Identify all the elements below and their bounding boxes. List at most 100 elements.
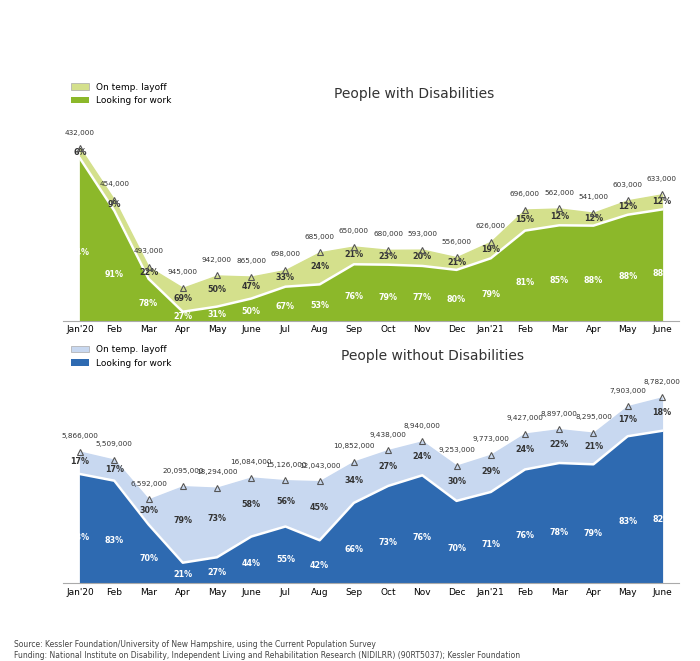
Text: 12,043,000: 12,043,000 — [299, 463, 340, 469]
Text: 27%: 27% — [379, 461, 398, 471]
Text: 33%: 33% — [276, 273, 295, 282]
Text: 454,000: 454,000 — [99, 181, 130, 187]
Text: People without Disabilities: People without Disabilities — [341, 349, 524, 363]
Text: 66%: 66% — [344, 545, 363, 554]
Text: 680,000: 680,000 — [373, 231, 403, 237]
Text: 8,295,000: 8,295,000 — [575, 414, 612, 420]
Text: 7,903,000: 7,903,000 — [609, 387, 646, 394]
Text: 30%: 30% — [447, 477, 466, 486]
Text: 556,000: 556,000 — [442, 239, 472, 245]
Text: 603,000: 603,000 — [612, 182, 643, 188]
Text: 17%: 17% — [71, 457, 90, 466]
Text: 685,000: 685,000 — [304, 234, 335, 240]
Text: 42%: 42% — [310, 561, 329, 570]
Text: 5,509,000: 5,509,000 — [96, 442, 133, 447]
Text: 5,866,000: 5,866,000 — [62, 433, 99, 440]
Text: People with Disabilities: People with Disabilities — [334, 87, 494, 100]
Text: Source: Kessler Foundation/University of New Hampshire, using the Current Popula: Source: Kessler Foundation/University of… — [14, 641, 520, 660]
Text: 696,000: 696,000 — [510, 191, 540, 197]
Text: 9,773,000: 9,773,000 — [473, 436, 509, 442]
Text: 12%: 12% — [584, 214, 603, 223]
Text: 69%: 69% — [174, 294, 192, 303]
Text: 88%: 88% — [618, 272, 637, 281]
Text: 24%: 24% — [310, 262, 329, 271]
Text: 29%: 29% — [481, 467, 500, 476]
Legend: On temp. layoff, Looking for work: On temp. layoff, Looking for work — [67, 342, 176, 371]
Text: 15,126,000: 15,126,000 — [265, 462, 306, 468]
Text: 12%: 12% — [652, 196, 671, 206]
Text: 50%: 50% — [207, 285, 227, 294]
Text: 942,000: 942,000 — [202, 257, 232, 263]
Text: 82%: 82% — [652, 514, 671, 524]
Text: 70%: 70% — [447, 544, 466, 553]
Text: 83%: 83% — [71, 533, 90, 542]
Text: 23%: 23% — [379, 252, 398, 261]
Text: 15%: 15% — [515, 215, 535, 223]
Text: 30%: 30% — [139, 506, 158, 515]
Text: 44%: 44% — [241, 559, 260, 568]
Text: 633,000: 633,000 — [647, 176, 677, 182]
Text: 67%: 67% — [276, 302, 295, 311]
Text: 88%: 88% — [652, 270, 671, 278]
Text: 58%: 58% — [241, 500, 261, 508]
Text: 9,253,000: 9,253,000 — [438, 447, 475, 453]
Text: nTIDE: nTIDE — [617, 33, 650, 43]
Text: 83%: 83% — [618, 517, 637, 526]
Legend: On temp. layoff, Looking for work: On temp. layoff, Looking for work — [67, 79, 176, 109]
Text: 45%: 45% — [310, 503, 329, 512]
Text: 78%: 78% — [550, 528, 569, 537]
Text: 34%: 34% — [344, 476, 363, 485]
Text: 22%: 22% — [550, 440, 569, 449]
Text: 562,000: 562,000 — [544, 190, 574, 196]
Text: 945,000: 945,000 — [168, 269, 198, 275]
Text: 593,000: 593,000 — [407, 231, 438, 237]
Text: 626,000: 626,000 — [476, 223, 506, 229]
Text: 18%: 18% — [652, 408, 671, 417]
Text: 70%: 70% — [139, 554, 158, 563]
Text: 17%: 17% — [618, 415, 637, 424]
Text: 78%: 78% — [139, 299, 158, 307]
Text: 27%: 27% — [173, 313, 193, 321]
Text: 8,782,000: 8,782,000 — [643, 379, 680, 385]
Text: 10,852,000: 10,852,000 — [333, 443, 374, 449]
Text: 55%: 55% — [276, 555, 295, 564]
Text: 16,084,000: 16,084,000 — [230, 459, 272, 465]
Text: 91%: 91% — [105, 270, 124, 279]
Text: 8,897,000: 8,897,000 — [541, 410, 578, 416]
Text: 79%: 79% — [584, 529, 603, 537]
Text: 77%: 77% — [413, 293, 432, 302]
Text: 865,000: 865,000 — [236, 258, 266, 264]
Text: 21%: 21% — [344, 250, 363, 259]
Text: 6,592,000: 6,592,000 — [130, 481, 167, 487]
Text: 53%: 53% — [310, 301, 329, 310]
Text: 80%: 80% — [447, 295, 466, 304]
Text: 76%: 76% — [344, 292, 363, 301]
Text: 432,000: 432,000 — [65, 130, 95, 136]
Text: 9%: 9% — [108, 200, 121, 210]
Text: 541,000: 541,000 — [578, 194, 608, 200]
Text: 85%: 85% — [550, 276, 569, 285]
Text: 73%: 73% — [379, 538, 398, 547]
Text: 47%: 47% — [241, 282, 260, 291]
Text: 493,000: 493,000 — [134, 249, 164, 254]
Text: 79%: 79% — [174, 516, 192, 525]
Text: 94%: 94% — [71, 248, 90, 257]
Text: 73%: 73% — [207, 514, 227, 524]
Text: 21%: 21% — [173, 570, 193, 579]
Text: 6%: 6% — [74, 149, 87, 157]
Text: 17%: 17% — [105, 465, 124, 474]
Text: JUNE 2021 Unemployment Trends: JUNE 2021 Unemployment Trends — [14, 50, 213, 63]
Text: 76%: 76% — [413, 533, 432, 542]
Text: 19%: 19% — [482, 245, 500, 254]
Text: 9,438,000: 9,438,000 — [370, 432, 407, 438]
Text: 18,294,000: 18,294,000 — [196, 469, 238, 475]
Text: 21%: 21% — [447, 258, 466, 268]
Text: 56%: 56% — [276, 496, 295, 506]
Text: 20%: 20% — [413, 253, 432, 262]
Text: 698,000: 698,000 — [270, 251, 300, 257]
Text: 79%: 79% — [482, 290, 500, 299]
Text: 24%: 24% — [515, 446, 535, 454]
Text: 12%: 12% — [618, 202, 637, 212]
Text: 24%: 24% — [413, 452, 432, 461]
Text: COVID Update:: COVID Update: — [14, 15, 164, 33]
